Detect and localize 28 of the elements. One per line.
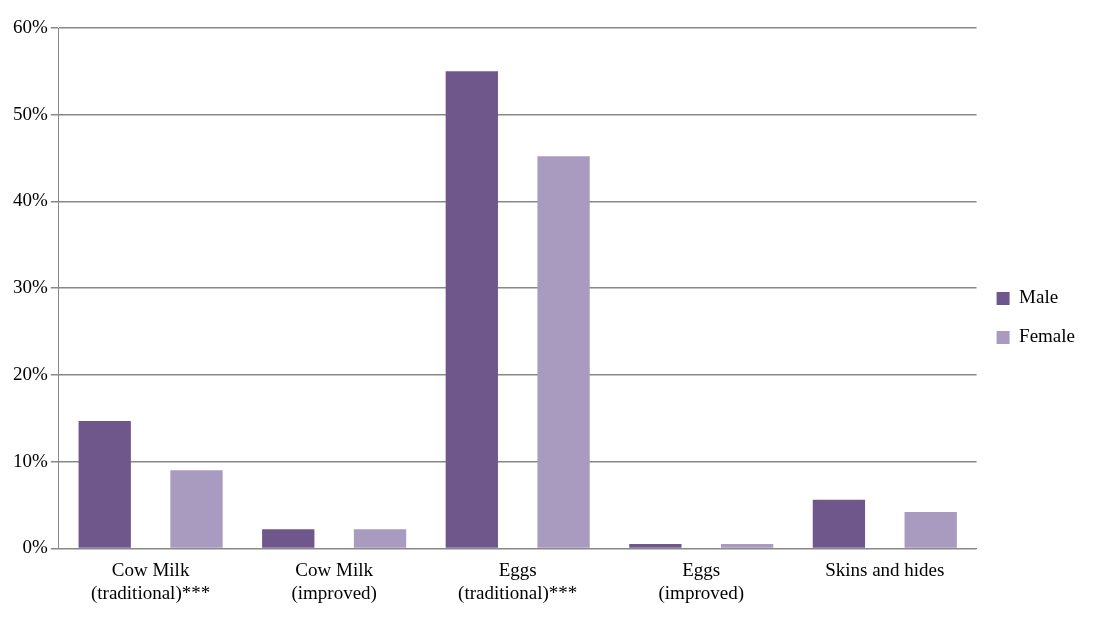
category-label: Cow Milk [295,558,373,580]
y-tick-label: 30% [13,276,48,298]
y-tick-label: 60% [13,15,48,37]
bar [353,529,407,548]
y-tick-label: 0% [22,536,48,558]
bar [904,511,957,548]
bar [537,156,590,548]
bar [445,71,498,548]
category-label: Cow Milk [111,558,190,580]
category-label: (traditional)*** [458,581,578,603]
bar [629,544,682,548]
category-label: (improved) [291,581,377,603]
legend-label: Female [1019,325,1076,347]
y-tick-label: 40% [13,189,48,211]
y-tick-label: 10% [13,449,48,471]
bar [812,499,866,548]
x-tick-label: Skins and hides [825,558,945,580]
bar [720,544,774,548]
bar [262,529,315,548]
y-tick-label: 50% [13,102,48,124]
bar [78,420,131,548]
category-label: (traditional)*** [90,581,211,603]
legend-label: Male [1019,286,1059,308]
bar [170,470,223,548]
y-tick-label: 20% [13,362,48,384]
category-label: Eggs [498,558,537,580]
category-label: Eggs [682,558,721,580]
category-label: (improved) [658,581,744,603]
